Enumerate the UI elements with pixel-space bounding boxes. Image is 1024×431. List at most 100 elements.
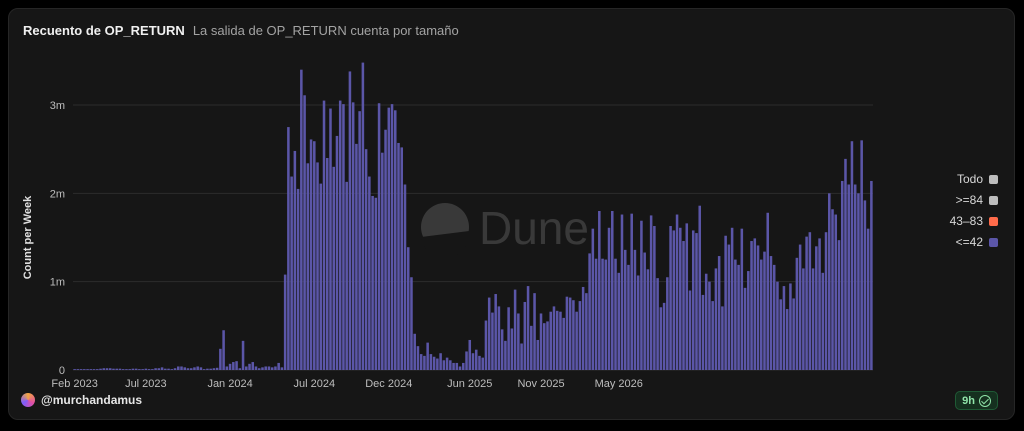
bar[interactable] xyxy=(724,235,727,370)
bar[interactable] xyxy=(478,355,481,370)
bar[interactable] xyxy=(776,281,779,370)
bar[interactable] xyxy=(202,369,206,370)
bar[interactable] xyxy=(277,362,280,370)
bar[interactable] xyxy=(406,247,410,370)
bar[interactable] xyxy=(850,141,854,370)
legend-item[interactable]: <=42 xyxy=(956,235,998,249)
bar[interactable] xyxy=(144,368,148,370)
bar[interactable] xyxy=(189,368,193,370)
bar[interactable] xyxy=(232,362,235,370)
bar[interactable] xyxy=(76,369,80,370)
bar[interactable] xyxy=(439,353,442,370)
bar[interactable] xyxy=(374,197,378,370)
bar[interactable] xyxy=(270,367,274,370)
bar[interactable] xyxy=(640,220,643,370)
bar[interactable] xyxy=(154,368,157,370)
bar[interactable] xyxy=(474,349,478,370)
bar[interactable] xyxy=(510,328,514,370)
bar[interactable] xyxy=(138,369,141,370)
bar[interactable] xyxy=(552,306,556,370)
bar[interactable] xyxy=(698,205,701,370)
bar[interactable] xyxy=(99,368,102,370)
bar[interactable] xyxy=(342,104,345,371)
bar[interactable] xyxy=(170,369,174,370)
bar[interactable] xyxy=(368,176,371,370)
bar[interactable] xyxy=(740,228,744,370)
bar[interactable] xyxy=(241,340,245,370)
bar[interactable] xyxy=(500,329,504,370)
bar[interactable] xyxy=(860,140,863,370)
bar[interactable] xyxy=(497,306,501,370)
bar[interactable] xyxy=(128,369,131,370)
bar[interactable] xyxy=(245,366,248,370)
bar[interactable] xyxy=(517,313,520,370)
bar[interactable] xyxy=(717,256,721,370)
bar[interactable] xyxy=(445,357,449,370)
bar[interactable] xyxy=(653,226,656,370)
bar[interactable] xyxy=(355,143,358,370)
bar[interactable] xyxy=(287,127,290,370)
bar[interactable] xyxy=(721,306,724,370)
bar[interactable] xyxy=(750,241,753,370)
bar[interactable] xyxy=(442,360,446,370)
bar[interactable] xyxy=(462,362,465,370)
bar[interactable] xyxy=(828,193,831,370)
bar[interactable] xyxy=(753,238,757,370)
bar[interactable] xyxy=(831,209,834,370)
bar[interactable] xyxy=(92,369,96,370)
bar[interactable] xyxy=(293,150,297,370)
bar[interactable] xyxy=(675,214,679,370)
bar[interactable] xyxy=(727,244,731,370)
bar[interactable] xyxy=(568,297,572,370)
bar[interactable] xyxy=(666,277,669,370)
bar[interactable] xyxy=(345,181,348,370)
bar[interactable] xyxy=(792,298,795,370)
bar[interactable] xyxy=(682,241,685,370)
legend-item[interactable]: 43–83 xyxy=(950,214,998,228)
bar[interactable] xyxy=(617,272,621,370)
bar[interactable] xyxy=(646,269,650,370)
bar[interactable] xyxy=(394,110,397,371)
bar[interactable] xyxy=(607,227,611,370)
bar[interactable] xyxy=(73,369,76,370)
bar[interactable] xyxy=(348,71,352,371)
bar[interactable] xyxy=(108,368,112,370)
bar[interactable] xyxy=(251,362,255,370)
bar[interactable] xyxy=(300,69,303,371)
bar[interactable] xyxy=(267,366,271,370)
bar[interactable] xyxy=(332,166,335,370)
bar[interactable] xyxy=(167,368,170,370)
bar[interactable] xyxy=(581,286,585,370)
bar[interactable] xyxy=(141,369,144,370)
bar[interactable] xyxy=(847,184,850,371)
bar[interactable] xyxy=(157,368,161,370)
bar[interactable] xyxy=(180,366,183,370)
bar[interactable] xyxy=(215,367,219,370)
bar[interactable] xyxy=(760,259,763,370)
refresh-badge[interactable]: 9h xyxy=(955,391,998,410)
bar[interactable] xyxy=(280,367,284,370)
bar[interactable] xyxy=(351,102,355,370)
bar[interactable] xyxy=(377,103,381,370)
bar[interactable] xyxy=(526,286,530,370)
bar[interactable] xyxy=(248,363,251,370)
bar[interactable] xyxy=(118,368,122,370)
bar[interactable] xyxy=(649,215,653,370)
bar[interactable] xyxy=(364,149,368,370)
bar[interactable] xyxy=(309,139,313,370)
bar[interactable] xyxy=(549,311,552,370)
bar[interactable] xyxy=(403,184,407,371)
bar[interactable] xyxy=(588,253,591,370)
bar[interactable] xyxy=(436,358,439,370)
bar[interactable] xyxy=(112,368,115,370)
bar[interactable] xyxy=(465,351,468,370)
bar[interactable] xyxy=(283,274,287,370)
bar[interactable] xyxy=(212,368,216,370)
bar[interactable] xyxy=(623,249,627,370)
bar[interactable] xyxy=(805,236,808,370)
bar[interactable] xyxy=(397,142,400,370)
bar[interactable] xyxy=(371,195,374,370)
bar[interactable] xyxy=(147,369,151,370)
bar[interactable] xyxy=(79,369,83,370)
bar[interactable] xyxy=(747,271,750,370)
